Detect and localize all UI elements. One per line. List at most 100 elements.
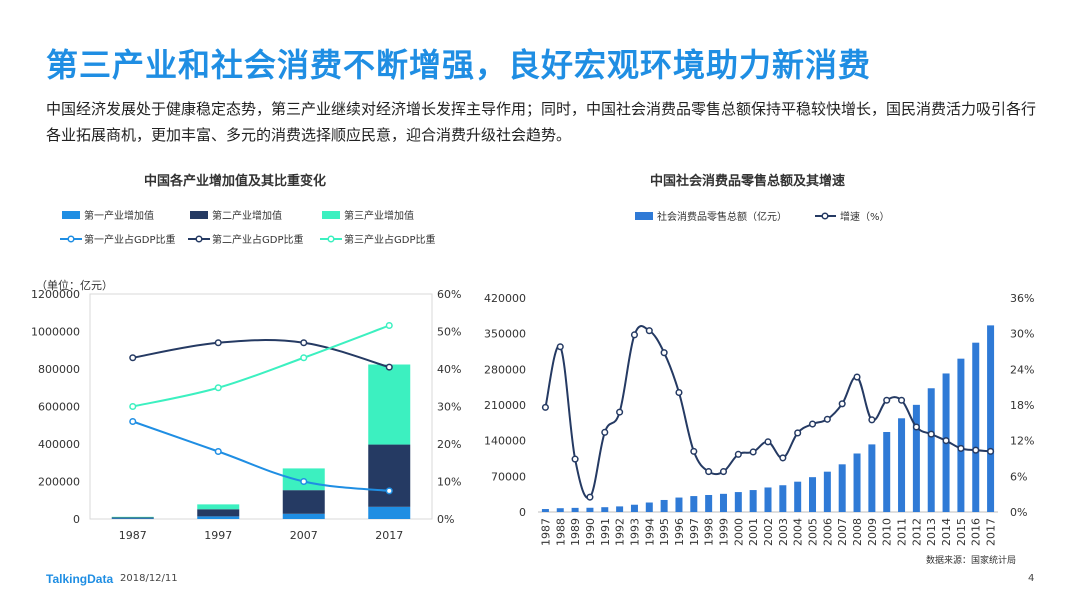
y2-tick-label: 20%	[437, 438, 461, 451]
retail-bar	[912, 404, 920, 512]
page-title: 第三产业和社会消费不断增强，良好宏观环境助力新消费	[46, 46, 872, 84]
legend-label: 社会消费品零售总额（亿元）	[657, 210, 787, 223]
legend-swatch	[62, 211, 80, 219]
share-point	[129, 417, 137, 426]
y-tick-label: 800000	[38, 363, 80, 376]
legend-label: 第二产业增加值	[212, 209, 282, 222]
legend-marker	[821, 212, 829, 220]
bar-2	[111, 517, 154, 519]
x-tick-label: 2014	[940, 518, 953, 546]
legend-marker	[195, 235, 203, 243]
bar-3	[197, 504, 240, 510]
legend-label: 第三产业增加值	[344, 209, 414, 222]
y2-tick-label: 40%	[437, 363, 461, 376]
legend-swatch	[190, 211, 208, 219]
retail-bar	[645, 502, 653, 512]
growth-point	[675, 388, 683, 397]
retail-bar	[972, 342, 980, 512]
y-tick-label: 200000	[38, 476, 80, 489]
bar-3	[111, 516, 154, 518]
share-point	[300, 339, 308, 347]
legend-swatch	[322, 211, 340, 219]
growth-point	[660, 349, 668, 357]
x-tick-label: 1994	[643, 518, 656, 546]
y2-tick-label: 60%	[437, 288, 461, 301]
growth-point	[853, 373, 861, 381]
x-tick-label: 1997	[204, 529, 232, 542]
y-tick-label: 0	[519, 506, 526, 519]
growth-point	[571, 455, 579, 463]
growth-point	[838, 400, 846, 408]
growth-point	[897, 396, 906, 404]
y-tick-label: 420000	[484, 292, 526, 305]
growth-point	[705, 468, 713, 476]
y2-tick-label: 30%	[437, 401, 461, 414]
x-tick-label: 1988	[554, 518, 567, 546]
retail-bar	[898, 418, 906, 512]
growth-point	[779, 454, 787, 462]
share-point	[129, 402, 137, 411]
y-tick-label: 400000	[38, 438, 80, 451]
x-tick-label: 2016	[970, 518, 983, 546]
unit-label: （单位：亿元）	[36, 278, 113, 292]
x-tick-label: 2002	[762, 518, 775, 546]
x-tick-label: 2017	[985, 518, 998, 546]
growth-point	[957, 444, 965, 452]
bar-2	[282, 490, 325, 514]
retail-bar	[719, 493, 727, 512]
growth-point	[942, 437, 950, 445]
legend-label: 第一产业增加值	[84, 209, 154, 222]
growth-point	[823, 415, 831, 423]
retail-bar	[556, 508, 564, 512]
y-tick-label: 1200000	[31, 288, 80, 301]
legend-label: 第三产业占GDP比重	[344, 233, 435, 246]
page-number: 4	[1028, 573, 1035, 584]
share-point	[300, 477, 308, 486]
growth-line	[544, 325, 991, 499]
y2-tick-label: 18%	[1010, 399, 1034, 412]
retail-bar	[749, 490, 757, 512]
x-tick-label: 1997	[688, 518, 701, 546]
y-tick-label: 140000	[484, 435, 526, 448]
legend-marker	[67, 235, 75, 243]
share-point	[214, 339, 222, 347]
x-tick-label: 2007	[836, 518, 849, 546]
x-tick-label: 2011	[896, 518, 909, 546]
retail-bar	[630, 504, 638, 512]
retail-bar	[987, 325, 995, 512]
y-tick-label: 600000	[38, 401, 80, 414]
footer-date: 2018/12/11	[120, 573, 178, 584]
growth-point	[734, 450, 742, 458]
x-tick-label: 1987	[539, 518, 552, 546]
growth-point	[927, 430, 935, 438]
growth-point	[808, 420, 817, 428]
growth-point	[794, 429, 802, 437]
share-point	[129, 354, 137, 362]
x-tick-label: 2003	[777, 518, 790, 546]
growth-point	[541, 403, 549, 411]
retail-bar	[705, 494, 713, 512]
legend-swatch	[635, 212, 653, 220]
y-tick-label: 70000	[491, 470, 526, 483]
retail-bar	[734, 492, 742, 512]
growth-point	[719, 468, 728, 476]
share-point	[385, 363, 393, 371]
share-point	[385, 321, 393, 330]
retail-bar	[601, 507, 609, 512]
x-tick-label: 2006	[821, 518, 834, 546]
x-tick-label: 1993	[628, 518, 641, 546]
legend-label: 第一产业占GDP比重	[84, 233, 175, 246]
bar-1	[282, 513, 325, 519]
y2-tick-label: 50%	[437, 326, 461, 339]
retail-bar	[764, 487, 772, 512]
growth-point	[749, 448, 757, 456]
x-tick-label: 1987	[119, 529, 147, 542]
share-line-1	[132, 420, 390, 492]
chart1-title: 中国各产业增加值及其比重变化	[144, 174, 327, 189]
growth-point	[556, 343, 564, 351]
share-line-2	[132, 339, 390, 369]
y2-tick-label: 10%	[437, 476, 461, 489]
y-tick-label: 0	[73, 513, 80, 526]
